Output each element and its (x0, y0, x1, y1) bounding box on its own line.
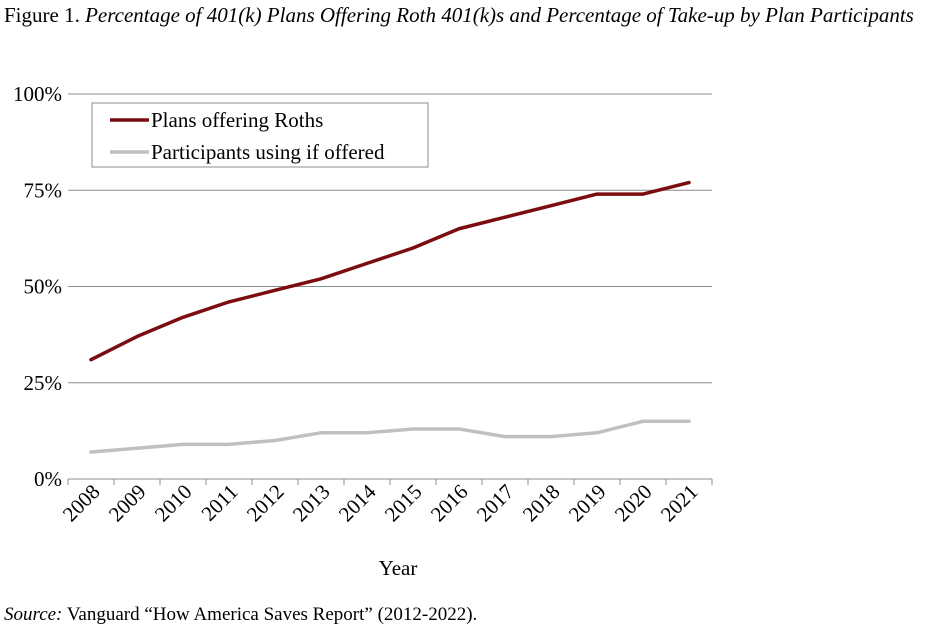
data-point (135, 334, 139, 339)
legend: Plans offering Roths Participants using i… (91, 102, 429, 168)
data-point (181, 315, 185, 319)
x-tick-label: 2017 (472, 480, 519, 527)
data-point (135, 446, 139, 450)
legend-label: Plans offering Roths (151, 108, 323, 132)
x-tick-label: 2015 (380, 480, 427, 527)
data-point (457, 227, 461, 231)
data-point (227, 442, 231, 446)
x-axis-title: Year (379, 556, 418, 580)
legend-label: Participants using if offered (151, 140, 385, 164)
data-point (227, 300, 231, 304)
x-axis: 2008 2009 2010 2011 2012 2013 2014 2015 2016 2017… (58, 478, 713, 527)
data-point (411, 246, 415, 250)
y-tick-label: 75% (24, 178, 63, 202)
data-point (687, 180, 691, 185)
series-line-1 (89, 180, 691, 362)
data-point (595, 431, 599, 435)
x-tick-label: 2020 (610, 480, 657, 527)
data-point (549, 204, 553, 208)
data-point (89, 358, 93, 362)
data-point (549, 435, 553, 439)
data-point (181, 442, 185, 446)
figure-label: Figure 1. (4, 3, 80, 27)
data-point (319, 431, 323, 435)
data-point (365, 261, 369, 265)
x-tick-label: 2010 (150, 480, 197, 527)
x-tick-label: 2009 (104, 480, 151, 527)
y-tick-label: 100% (13, 82, 62, 106)
y-tick-label: 25% (24, 371, 63, 395)
x-tick-label: 2016 (426, 480, 473, 527)
line-chart: 0% 25% 50% 75% 100% 2008 2009 2010 2011 2012 2013… (13, 82, 713, 580)
data-point (641, 419, 645, 423)
legend-box (91, 102, 429, 168)
data-point (595, 192, 599, 196)
data-point (687, 419, 691, 423)
x-tick-label: 2011 (196, 480, 242, 526)
data-point (641, 192, 645, 196)
source-text: Vanguard “How America Saves Report” (201… (66, 604, 478, 625)
data-point (457, 427, 461, 431)
data-point (411, 427, 415, 431)
data-point (503, 435, 507, 439)
x-tick-label: 2019 (564, 480, 611, 527)
x-tick-label: 2012 (242, 480, 289, 527)
data-point (319, 277, 323, 281)
y-tick-label: 0% (34, 467, 62, 491)
x-tick-label: 2013 (288, 480, 335, 527)
data-point (365, 431, 369, 435)
source-note: Source: Vanguard “How America Saves Repo… (4, 604, 477, 626)
data-point (503, 215, 507, 219)
series-lines (89, 180, 691, 454)
x-tick-label: 2008 (58, 480, 105, 527)
y-axis-tick-labels: 0% 25% 50% 75% 100% (13, 82, 62, 491)
x-tick-label: 2014 (334, 479, 381, 526)
figure-title: Figure 1. Percentage of 401(k) Plans Off… (4, 2, 934, 28)
gridlines (68, 93, 712, 384)
x-tick-label: 2018 (518, 480, 565, 527)
figure-title-text: Percentage of 401(k) Plans Offering Roth… (85, 3, 914, 27)
data-point (273, 438, 277, 443)
y-tick-label: 50% (24, 275, 63, 299)
x-tick-label: 2021 (656, 480, 703, 527)
data-point (89, 450, 93, 454)
data-point (273, 288, 277, 292)
source-label: Source: (4, 604, 63, 625)
series-line-2 (89, 419, 691, 454)
